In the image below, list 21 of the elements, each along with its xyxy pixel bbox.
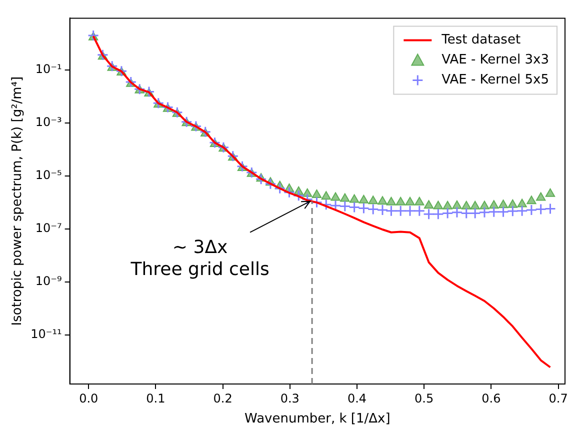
x-axis-title: Wavenumber, k [1/Δx] bbox=[244, 412, 390, 427]
x-tick-label: 0.7 bbox=[548, 391, 568, 406]
y-tick-label: 10⁻¹ bbox=[35, 62, 62, 76]
x-tick-label: 0.2 bbox=[213, 391, 232, 406]
x-tick-label: 0.4 bbox=[347, 391, 367, 406]
y-tick-label: 10⁻⁹ bbox=[35, 274, 62, 288]
y-tick-label: 10⁻⁵ bbox=[35, 168, 62, 182]
annotation: ~ 3Δx bbox=[172, 237, 228, 258]
x-tick-label: 0.1 bbox=[146, 391, 166, 406]
legend-label: Test dataset bbox=[440, 32, 521, 48]
y-tick-label: 10⁻⁷ bbox=[35, 221, 62, 236]
legend-label: VAE - Kernel 5x5 bbox=[442, 72, 550, 88]
annotation: Three grid cells bbox=[130, 259, 270, 280]
x-tick-label: 0.3 bbox=[280, 391, 300, 406]
y-tick-label: 10⁻¹¹ bbox=[30, 327, 62, 342]
x-tick-label: 0.0 bbox=[79, 391, 98, 406]
y-axis-title: Isotropic power spectrum, P(k) [g²/m⁴] bbox=[10, 76, 26, 326]
y-tick-label: 10⁻³ bbox=[35, 115, 62, 130]
legend-label: VAE - Kernel 3x3 bbox=[442, 52, 550, 68]
x-tick-label: 0.6 bbox=[482, 391, 501, 406]
x-tick-label: 0.5 bbox=[414, 391, 434, 406]
